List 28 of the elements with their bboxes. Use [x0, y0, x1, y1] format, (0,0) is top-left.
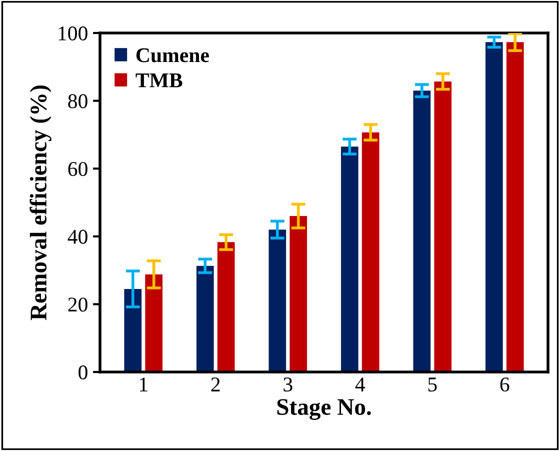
y-tick-label: 60	[68, 162, 88, 176]
legend-label: TMB	[136, 74, 182, 88]
bar	[434, 81, 452, 372]
bar	[124, 288, 142, 372]
y-tick-label: 40	[68, 230, 88, 244]
bar	[145, 274, 163, 372]
bar	[485, 42, 503, 372]
bar	[362, 132, 380, 372]
x-tick-label: 1	[140, 378, 148, 392]
legend-label: Cumene	[136, 48, 209, 62]
bar	[506, 42, 524, 372]
y-axis-title: Removal efficiency (%)	[30, 86, 52, 320]
x-tick-label: 3	[284, 378, 292, 392]
bar	[413, 90, 431, 372]
x-tick-label: 2	[211, 378, 220, 392]
x-tick-label: 5	[428, 378, 437, 392]
x-tick-label: 6	[500, 378, 510, 392]
y-tick-label: 0	[78, 365, 88, 380]
y-tick-label: 80	[68, 94, 88, 108]
x-tick-label: 4	[355, 378, 366, 392]
x-axis-title: Stage No.	[277, 399, 371, 420]
bar	[268, 230, 286, 372]
bar	[196, 266, 214, 372]
y-tick-label: 100	[58, 26, 88, 40]
bar	[217, 242, 235, 372]
bar	[290, 216, 308, 372]
y-tick-label: 20	[68, 298, 88, 312]
bar	[340, 146, 358, 372]
